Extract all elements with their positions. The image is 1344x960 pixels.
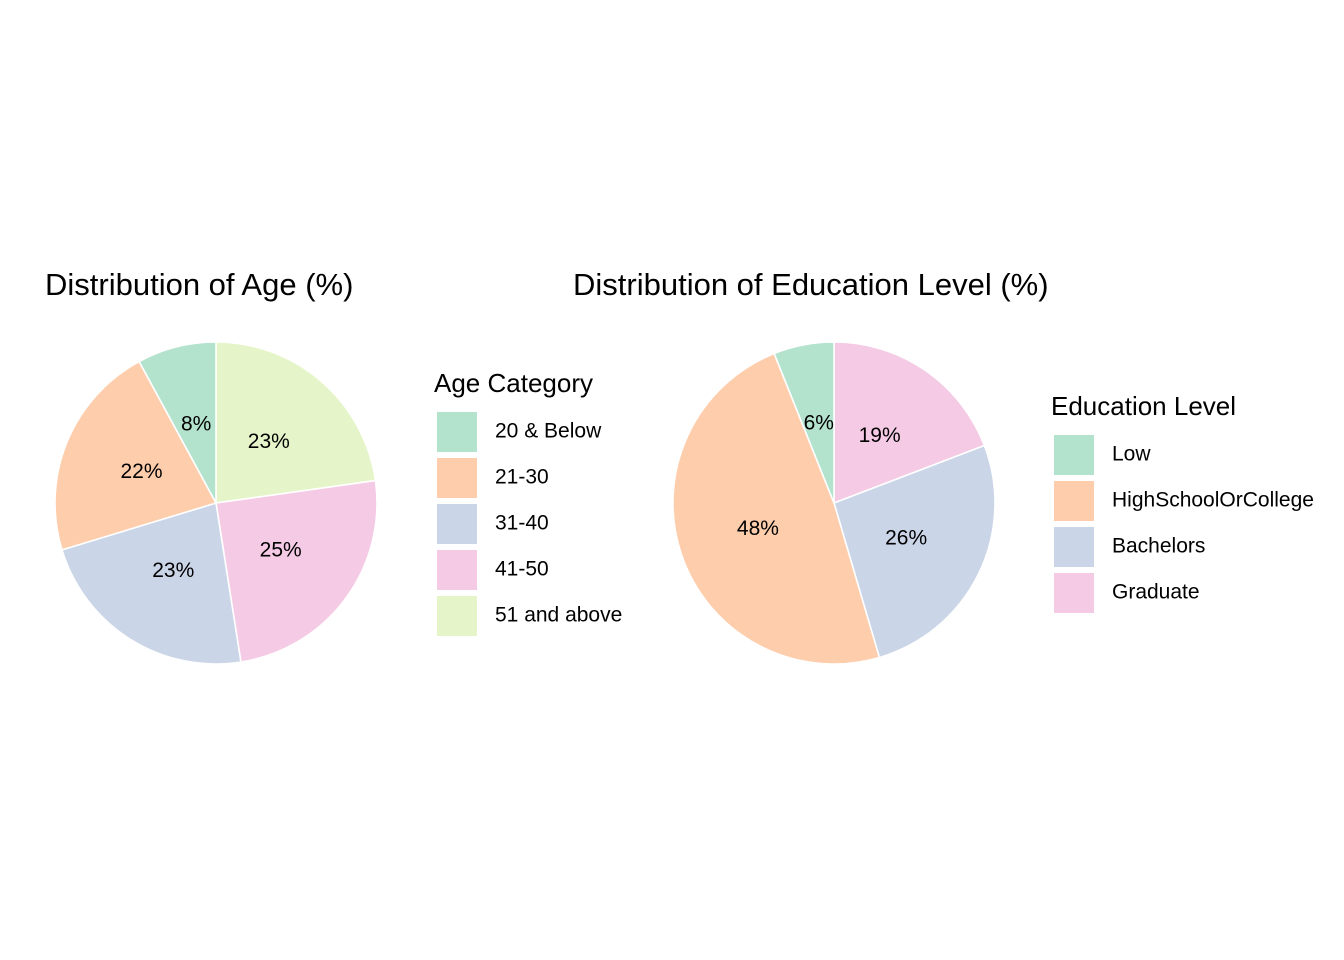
- age-legend: Age Category 20 & Below 21-30 31-40 41-50 51…: [434, 368, 622, 636]
- legend-swatch-graduate: [1054, 573, 1094, 613]
- legend-swatch-51-and-above: [437, 596, 477, 636]
- legend-title-age: Age Category: [434, 368, 593, 398]
- slice-label-20-below: 8%: [181, 413, 211, 436]
- legend-label-highschoolorcollege: HighSchoolOrCollege: [1112, 489, 1314, 512]
- pie-slice-51-and-above: [215, 341, 377, 504]
- legend-swatch-bachelors: [1054, 527, 1094, 567]
- slice-label-31-40: 23%: [152, 559, 194, 582]
- legend-label-20-below: 20 & Below: [495, 420, 602, 443]
- slice-label-41-50: 25%: [260, 538, 302, 561]
- age-pie-labels: 23% 25% 23% 22% 8%: [120, 413, 301, 582]
- pie-slice-31-40: [60, 501, 242, 665]
- legend-swatch-31-40: [437, 504, 477, 544]
- legend-swatch-21-30: [437, 458, 477, 498]
- legend-swatch-20-below: [437, 412, 477, 452]
- age-pie-chart: Distribution of Age (%) 23% 25% 23% 22% 8% A…: [45, 267, 622, 665]
- chart-title-education: Distribution of Education Level (%): [573, 267, 1049, 302]
- legend-swatch-highschoolorcollege: [1054, 481, 1094, 521]
- slice-label-21-30: 22%: [120, 460, 162, 483]
- slice-label-51-and-above: 23%: [248, 430, 290, 453]
- legend-label-bachelors: Bachelors: [1112, 535, 1205, 558]
- legend-label-graduate: Graduate: [1112, 581, 1200, 604]
- pie-slice-20-below: [138, 341, 217, 504]
- chart-title-age: Distribution of Age (%): [45, 267, 353, 302]
- education-pie-labels: 19% 26% 48% 6%: [737, 411, 927, 549]
- education-pie-chart: Distribution of Education Level (%) 19% 2…: [573, 267, 1314, 665]
- slice-label-graduate: 19%: [859, 424, 901, 447]
- pie-slice-21-30: [54, 360, 218, 551]
- pie-slice-low: [773, 341, 835, 504]
- slice-label-bachelors: 26%: [885, 526, 927, 549]
- pie-slice-graduate: [833, 341, 986, 505]
- slice-label-low: 6%: [804, 411, 834, 434]
- education-legend: Education Level Low HighSchoolOrCollege Ba…: [1051, 391, 1314, 613]
- legend-label-31-40: 31-40: [495, 512, 549, 535]
- legend-label-low: Low: [1112, 443, 1151, 466]
- age-pie-slices: [54, 341, 378, 665]
- legend-label-51-and-above: 51 and above: [495, 604, 622, 627]
- legend-label-41-50: 41-50: [495, 558, 549, 581]
- slice-label-highschoolorcollege: 48%: [737, 517, 779, 540]
- pie-slice-bachelors: [833, 444, 996, 659]
- legend-title-education: Education Level: [1051, 391, 1236, 421]
- pie-slice-highschoolorcollege: [672, 352, 881, 665]
- legend-label-21-30: 21-30: [495, 466, 549, 489]
- legend-swatch-low: [1054, 435, 1094, 475]
- education-pie-slices: [672, 341, 996, 665]
- legend-swatch-41-50: [437, 550, 477, 590]
- pie-slice-41-50: [215, 479, 378, 663]
